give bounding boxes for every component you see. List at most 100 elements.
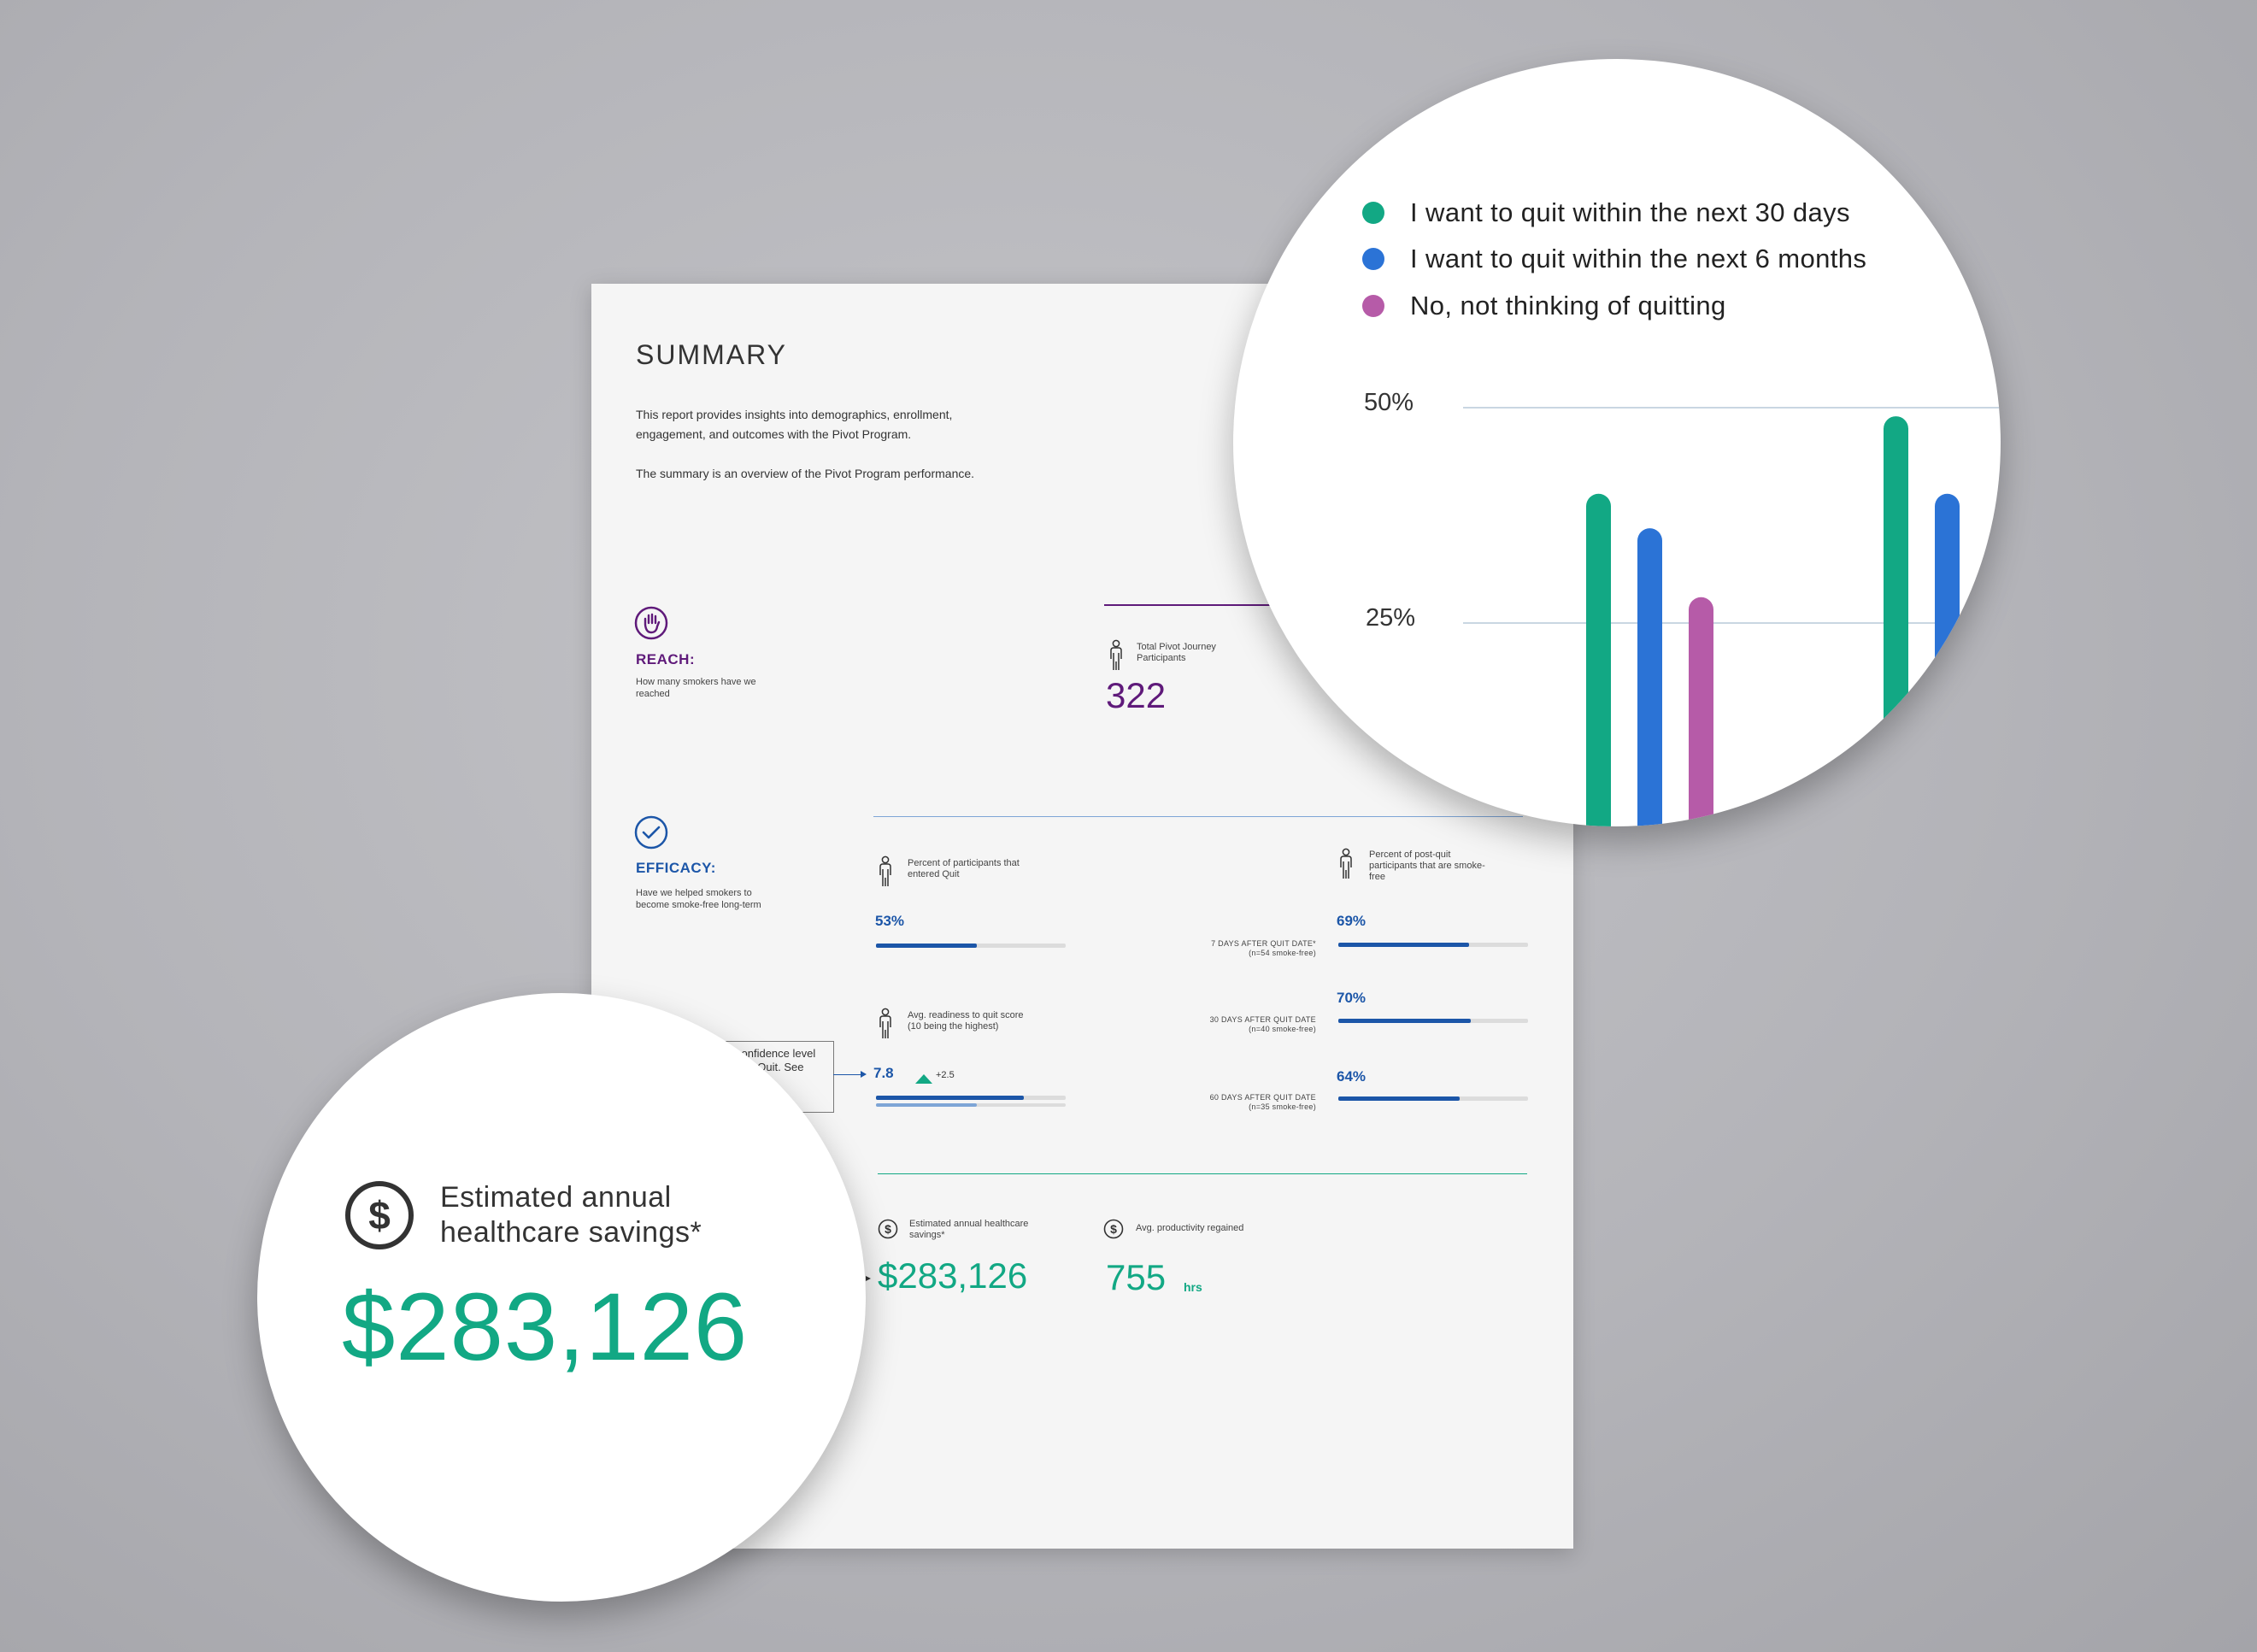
postquit-7day-fill (1338, 943, 1470, 947)
chart-bar (1637, 528, 1662, 826)
postquit-7day-track (1338, 943, 1528, 947)
quit-progress-fill (876, 944, 977, 948)
postquit-60day-note: 60 DAYS AFTER QUIT DATE (n=35 smoke-free… (1196, 1093, 1316, 1112)
readiness-progress-fill (876, 1096, 1025, 1100)
readiness-label-line: Avg. readiness to quit score (908, 1010, 1024, 1020)
savings-divider (878, 1173, 1527, 1174)
note-line: 7 DAYS AFTER QUIT DATE* (1211, 939, 1316, 948)
dollar-circle-icon: $ (878, 1219, 898, 1239)
quit-metric-label: Percent of participants that entered Qui… (908, 858, 1070, 880)
postquit-label-line: Percent of post-quit (1369, 850, 1451, 860)
callout-arrow-icon (861, 1071, 867, 1078)
quit-label-line: entered Quit (908, 869, 960, 879)
chart-bar (1689, 597, 1713, 826)
postquit-label-line: free (1369, 872, 1385, 882)
person-icon (879, 1008, 891, 1038)
savings-label-line: savings* (909, 1230, 945, 1240)
chart-bar (1586, 493, 1611, 826)
y-tick-label: 25% (1366, 604, 1416, 632)
reach-desc-line: reached (636, 689, 670, 699)
quit-label-line: Percent of participants that (908, 858, 1020, 868)
postquit-30day-track (1338, 1019, 1528, 1023)
efficacy-desc-line: Have we helped smokers to (636, 888, 752, 898)
postquit-60day-fill (1338, 1096, 1461, 1101)
zoom-savings-label: Estimated annual healthcare savings* (440, 1180, 702, 1250)
legend-swatch (1362, 248, 1384, 270)
zoom-savings-value: $283,126 (342, 1273, 749, 1380)
readiness-metric-label: Avg. readiness to quit score (10 being t… (908, 1010, 1070, 1032)
note-line: (n=40 smoke-free) (1249, 1025, 1316, 1033)
bar-chart (1463, 407, 2001, 826)
efficacy-desc-line: become smoke-free long-term (636, 900, 761, 910)
postquit-30day-fill (1338, 1019, 1472, 1023)
zoom-savings-label-line: healthcare savings* (440, 1216, 702, 1249)
postquit-label-line: participants that are smoke- (1369, 861, 1485, 871)
productivity-value: 755 (1106, 1257, 1167, 1297)
page-title: SUMMARY (636, 339, 787, 370)
chart-zoom-circle: I want to quit within the next 30 days I… (1233, 59, 2001, 826)
readiness-prior-fill (876, 1103, 977, 1107)
efficacy-label: EFFICACY: (636, 860, 716, 876)
arrow-icon (866, 1276, 871, 1281)
intro-text: This report provides insights into demog… (636, 405, 1046, 484)
intro-line: engagement, and outcomes with the Pivot … (636, 427, 912, 441)
savings-label-line: Estimated annual healthcare (909, 1219, 1029, 1229)
dollar-circle-icon: $ (345, 1181, 414, 1249)
callout-connector (833, 1074, 864, 1075)
note-line: 30 DAYS AFTER QUIT DATE (1209, 1015, 1316, 1024)
note-line: (n=35 smoke-free) (1249, 1102, 1316, 1111)
reach-desc-line: How many smokers have we (636, 677, 756, 687)
efficacy-description: Have we helped smokers to become smoke-f… (636, 887, 798, 911)
note-line: 60 DAYS AFTER QUIT DATE (1209, 1093, 1316, 1102)
legend-label: I want to quit within the next 6 months (1410, 244, 1867, 273)
reach-divider (1104, 604, 1275, 606)
callout-line: confidence level (736, 1047, 816, 1060)
svg-text:$: $ (368, 1193, 391, 1238)
reach-metric-label-line: Participants (1137, 653, 1186, 663)
up-triangle-icon (915, 1074, 932, 1084)
legend-label: No, not thinking of quitting (1410, 291, 1726, 320)
healthcare-savings-value: $283,126 (878, 1255, 1028, 1296)
legend-label: I want to quit within the next 30 days (1410, 197, 1850, 227)
svg-text:$: $ (1110, 1222, 1117, 1236)
intro-line: The summary is an overview of the Pivot … (636, 467, 975, 480)
chart-bar (1935, 493, 1960, 826)
readiness-label-line: (10 being the highest) (908, 1021, 999, 1032)
svg-text:$: $ (885, 1222, 891, 1236)
reach-metric-label-line: Total Pivot Journey (1137, 642, 1216, 652)
readiness-change: +2.5 (936, 1070, 955, 1080)
legend-item: I want to quit within the next 30 days (1362, 197, 1850, 228)
person-icon (1340, 848, 1352, 879)
postquit-7day-percent: 69% (1337, 913, 1367, 929)
checkmark-circle-icon (634, 815, 668, 850)
readiness-prior-track (876, 1103, 1066, 1107)
postquit-7day-note: 7 DAYS AFTER QUIT DATE* (n=54 smoke-free… (1196, 939, 1316, 958)
legend-item: I want to quit within the next 6 months (1362, 244, 1866, 274)
postquit-60day-percent: 64% (1337, 1068, 1367, 1085)
reach-metric-label: Total Pivot Journey Participants (1137, 642, 1299, 664)
postquit-30day-percent: 70% (1337, 990, 1367, 1006)
quit-percent: 53% (875, 913, 905, 929)
reach-metric-value: 322 (1106, 675, 1167, 715)
reach-description: How many smokers have we reached (636, 676, 798, 700)
dollar-circle-icon: $ (1103, 1219, 1124, 1239)
readiness-progress-track (876, 1096, 1066, 1100)
person-icon (879, 855, 891, 886)
healthcare-savings-label: Estimated annual healthcare savings* (909, 1219, 1072, 1241)
legend-swatch (1362, 202, 1384, 224)
person-icon (1110, 639, 1122, 670)
productivity-label: Avg. productivity regained (1136, 1223, 1244, 1233)
zoom-savings-label-line: Estimated annual (440, 1181, 672, 1214)
intro-line: This report provides insights into demog… (636, 408, 953, 421)
quit-progress-track (876, 944, 1066, 948)
productivity-unit: hrs (1184, 1280, 1202, 1294)
chart-bar (1884, 416, 1908, 826)
legend-swatch (1362, 295, 1384, 317)
raised-hand-icon (634, 606, 668, 640)
savings-zoom-circle: $ Estimated annual healthcare savings* $… (257, 993, 866, 1602)
postquit-metric-label: Percent of post-quit participants that a… (1369, 850, 1531, 883)
readiness-score: 7.8 (873, 1065, 894, 1081)
y-tick-label: 50% (1364, 389, 1414, 416)
efficacy-divider (873, 816, 1523, 817)
reach-label: REACH: (636, 651, 696, 667)
